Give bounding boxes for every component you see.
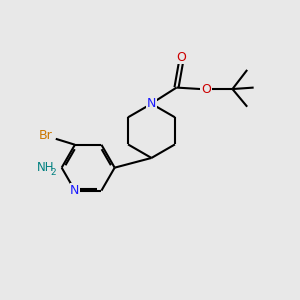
Text: 2: 2: [51, 169, 56, 178]
Text: NH: NH: [37, 161, 54, 174]
Text: Br: Br: [39, 129, 52, 142]
Text: O: O: [176, 51, 186, 64]
Text: N: N: [147, 97, 156, 110]
Text: O: O: [201, 82, 211, 95]
Text: N: N: [70, 184, 80, 197]
